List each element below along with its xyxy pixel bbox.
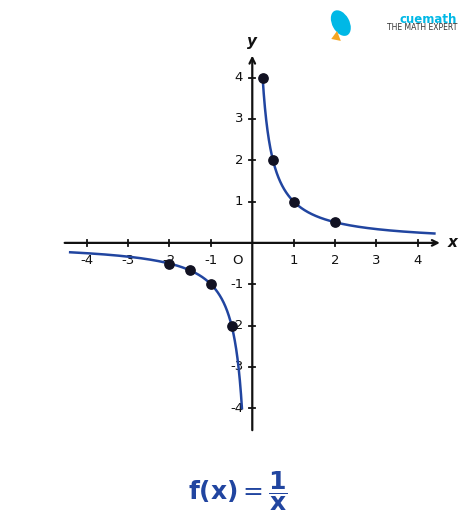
Text: -4: -4 bbox=[230, 402, 243, 414]
Text: -3: -3 bbox=[230, 360, 243, 373]
Point bbox=[228, 322, 236, 330]
Text: -1: -1 bbox=[204, 254, 218, 268]
Point bbox=[187, 266, 194, 275]
Point bbox=[331, 218, 339, 227]
Text: -2: -2 bbox=[163, 254, 176, 268]
Point bbox=[207, 280, 215, 288]
Polygon shape bbox=[331, 31, 341, 41]
Text: 2: 2 bbox=[331, 254, 339, 268]
Text: -1: -1 bbox=[230, 278, 243, 291]
Text: 3: 3 bbox=[235, 112, 243, 126]
Text: x: x bbox=[447, 235, 457, 250]
Text: 2: 2 bbox=[235, 154, 243, 167]
Text: O: O bbox=[232, 254, 242, 268]
Text: 1: 1 bbox=[235, 195, 243, 208]
Point bbox=[269, 156, 277, 164]
Text: -2: -2 bbox=[230, 319, 243, 332]
Point bbox=[166, 259, 173, 268]
Text: 1: 1 bbox=[289, 254, 298, 268]
Text: 3: 3 bbox=[372, 254, 381, 268]
Point bbox=[290, 197, 298, 206]
Text: cuemath: cuemath bbox=[399, 13, 457, 26]
Text: -4: -4 bbox=[80, 254, 93, 268]
Text: 4: 4 bbox=[414, 254, 422, 268]
Ellipse shape bbox=[331, 11, 351, 36]
Point bbox=[259, 73, 267, 82]
Text: -3: -3 bbox=[121, 254, 135, 268]
Text: y: y bbox=[247, 34, 258, 50]
Text: 4: 4 bbox=[235, 71, 243, 84]
Text: $\mathbf{f(x)} = \dfrac{\mathbf{1}}{\mathbf{x}}$: $\mathbf{f(x)} = \dfrac{\mathbf{1}}{\mat… bbox=[188, 469, 288, 513]
Text: THE MATH EXPERT: THE MATH EXPERT bbox=[387, 23, 457, 32]
